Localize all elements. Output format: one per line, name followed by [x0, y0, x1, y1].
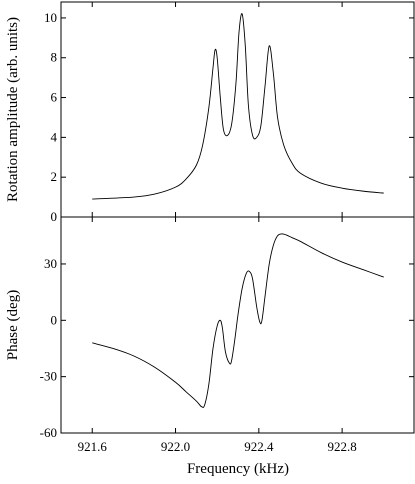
x-tick-labels: 921.6 922.0 922.4 922.8 [78, 439, 357, 454]
phase-y-tick-label: 30 [44, 256, 57, 271]
amplitude-y-tick-label: 4 [51, 129, 58, 144]
phase-y-axis-label: Phase (deg) [5, 290, 21, 360]
x-tick-label: 921.6 [78, 439, 108, 454]
phase-y-tick-label: 0 [51, 312, 58, 327]
x-axis-label: Frequency (kHz) [187, 461, 289, 477]
phase-plot-frame [60, 216, 415, 434]
x-tick-label: 922.4 [244, 439, 274, 454]
amplitude-plot-frame [60, 1, 415, 218]
panel-phase: -60 -30 0 30 Phase (deg) [5, 216, 415, 440]
phase-series-line [92, 233, 384, 408]
amplitude-y-tick-label: 2 [51, 169, 58, 184]
amplitude-y-tick-label: 10 [44, 10, 57, 25]
amplitude-y-tick-label: 0 [51, 209, 58, 224]
x-tick-label: 922.0 [161, 439, 190, 454]
x-tick-label: 922.8 [327, 439, 356, 454]
amplitude-y-axis-label: Rotation amplitude (arb. units) [5, 17, 21, 202]
phase-y-tick-label: -30 [40, 369, 57, 384]
amplitude-y-tick-label: 6 [51, 90, 58, 105]
amplitude-series-line [92, 13, 384, 200]
phase-y-tick-label: -60 [40, 425, 57, 440]
amplitude-y-tick-label: 8 [51, 50, 58, 65]
panel-rotation-amplitude: 0 2 4 6 8 10 Rotation amplitude (arb. units) [5, 1, 415, 224]
